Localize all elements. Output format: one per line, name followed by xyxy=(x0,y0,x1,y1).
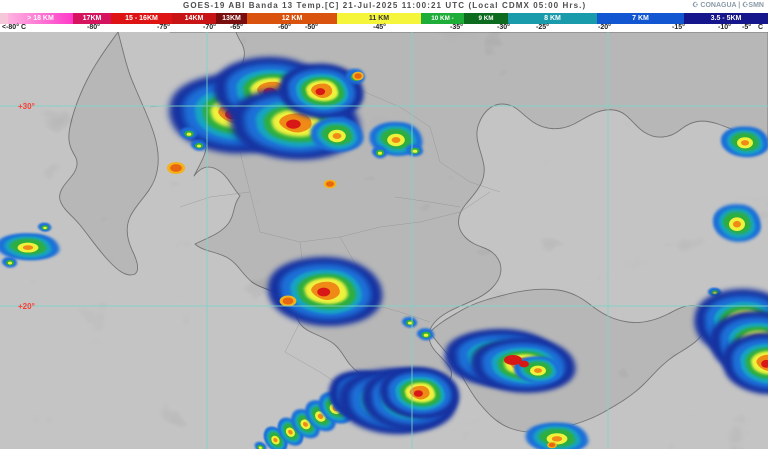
svg-text:+30°: +30° xyxy=(18,102,35,111)
svg-text:+20°: +20° xyxy=(18,302,35,311)
